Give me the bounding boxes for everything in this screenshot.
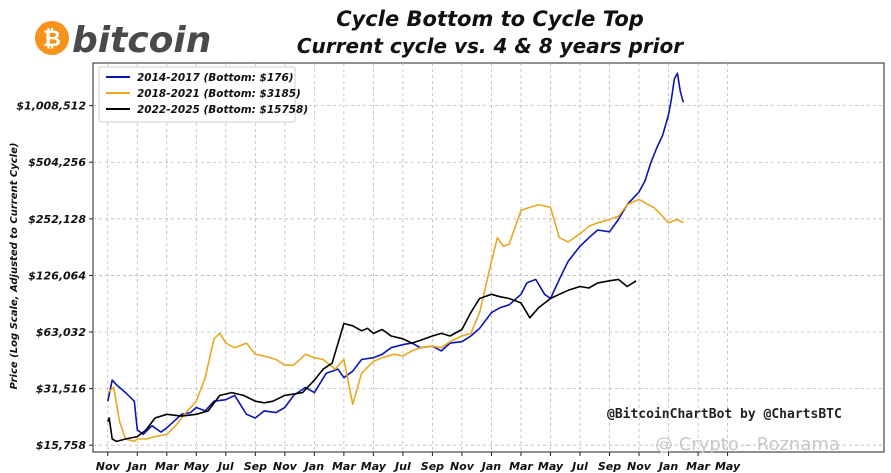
x-tick-label: Jul xyxy=(570,460,588,473)
chart-title: Cycle Bottom to Cycle Top xyxy=(336,7,644,31)
y-axis-ticks: $15,758 $31,516 $63,032 $126,064 $252,128 $50… xyxy=(16,100,93,452)
x-tick-label: Sep xyxy=(244,460,267,473)
x-axis-ticks: Nov Jan Mar May Jul Sep Nov Jan Mar May Jul Sep Nov J… xyxy=(96,452,741,473)
x-tick-label: Nov xyxy=(627,460,652,473)
bitcoin-logo-symbol: ₿ xyxy=(43,27,61,52)
y-tick-label: $504,256 xyxy=(28,156,86,169)
x-tick-label: May xyxy=(538,460,564,473)
x-tick-label: Sep xyxy=(598,460,621,473)
x-tick-label: Jan xyxy=(126,460,148,473)
x-tick-label: May xyxy=(361,460,387,473)
x-tick-label: Sep xyxy=(421,460,444,473)
x-tick-label: Mar xyxy=(155,460,179,473)
x-tick-label: May xyxy=(715,460,741,473)
watermark-text: @ Crypto - Roznama xyxy=(655,434,840,455)
plot-area xyxy=(92,62,885,453)
x-tick-label: May xyxy=(184,460,210,473)
y-axis-label: Price (Log Scale, Adjusted to Current Cy… xyxy=(9,143,20,390)
legend-label: 2022-2025 (Bottom: $15758) xyxy=(137,104,308,116)
legend-box xyxy=(98,66,296,123)
x-tick-label: Jul xyxy=(393,460,411,473)
x-tick-label: Nov xyxy=(273,460,298,473)
legend-label: 2014-2017 (Bottom: $176) xyxy=(137,72,294,84)
chart-subtitle: Current cycle vs. 4 & 8 years prior xyxy=(297,34,684,58)
x-tick-label: Jan xyxy=(480,460,502,473)
x-tick-label: Nov xyxy=(96,460,121,473)
bitcoin-logo-text: bitcoin xyxy=(72,20,211,61)
credit-text: @BitcoinChartBot by @ChartsBTC xyxy=(607,407,842,422)
series-line-2 xyxy=(107,198,684,443)
x-tick-label: Jan xyxy=(657,460,679,473)
x-tick-label: Mar xyxy=(509,460,533,473)
legend-label: 2018-2021 (Bottom: $3185) xyxy=(137,88,301,100)
y-tick-label: $252,128 xyxy=(28,213,86,226)
x-tick-label: Nov xyxy=(450,460,475,473)
x-tick-label: Mar xyxy=(686,460,710,473)
y-tick-label: $15,758 xyxy=(36,439,86,452)
y-tick-label: $63,032 xyxy=(36,326,86,339)
series-line-3 xyxy=(107,278,637,443)
series-lines xyxy=(107,72,685,443)
legend: 2014-2017 (Bottom: $176) 2018-2021 (Botto… xyxy=(98,66,308,123)
y-tick-label: $126,064 xyxy=(28,269,86,282)
bitcoin-logo: ₿ bitcoin xyxy=(35,20,211,61)
y-tick-label: $31,516 xyxy=(36,383,86,396)
x-tick-label: Mar xyxy=(332,460,356,473)
x-tick-label: Jul xyxy=(216,460,234,473)
y-tick-label: $1,008,512 xyxy=(16,100,86,113)
x-tick-label: Jan xyxy=(303,460,325,473)
grid xyxy=(93,63,884,452)
bitcoin-logo-icon xyxy=(35,21,69,55)
